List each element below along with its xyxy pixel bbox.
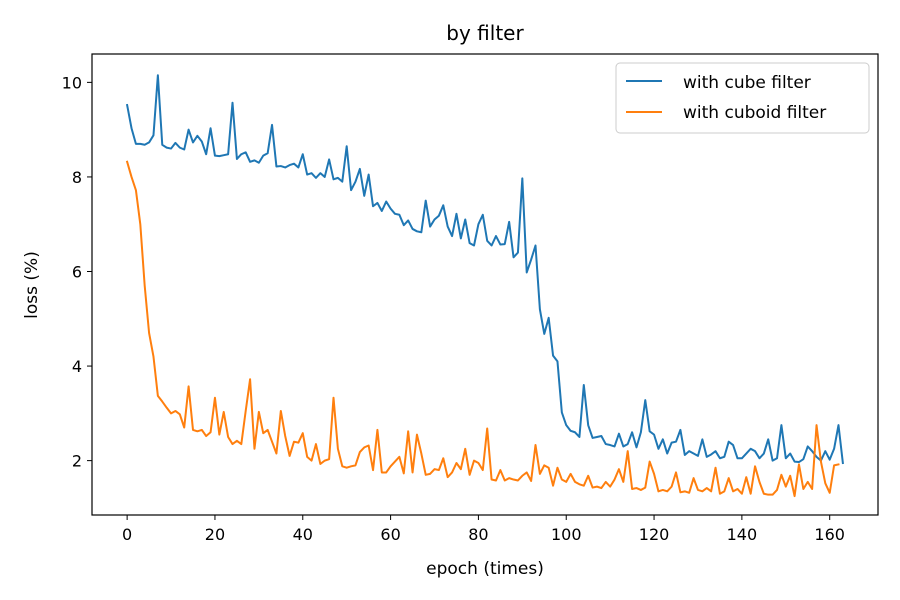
x-tick-label: 120 <box>639 525 670 544</box>
x-tick-label: 0 <box>122 525 132 544</box>
series-line-cuboid <box>125 160 840 498</box>
x-tick-label: 60 <box>380 525 400 544</box>
x-axis-label: epoch (times) <box>426 559 544 579</box>
x-axis: 0 20 40 60 80 100 120 140 160 <box>122 515 845 544</box>
series-line-cube <box>125 74 844 465</box>
y-tick-label: 2 <box>72 452 82 471</box>
y-axis: 2 4 6 8 10 <box>62 73 92 471</box>
legend: with cube filter with cuboid filter <box>615 62 870 134</box>
legend-label-cube: with cube filter <box>683 73 811 93</box>
series-layer <box>125 74 844 498</box>
x-tick-label: 20 <box>205 525 225 544</box>
legend-label-cuboid: with cuboid filter <box>683 103 826 123</box>
x-tick-label: 140 <box>727 525 758 544</box>
x-tick-label: 80 <box>468 525 488 544</box>
y-tick-label: 6 <box>72 262 82 281</box>
y-tick-label: 10 <box>62 73 82 92</box>
legend-box <box>615 62 870 134</box>
y-tick-label: 8 <box>72 168 82 187</box>
y-tick-label: 4 <box>72 357 82 376</box>
chart-title: by filter <box>446 21 524 45</box>
x-tick-label: 40 <box>293 525 313 544</box>
x-tick-label: 160 <box>814 525 845 544</box>
plot-area-frame <box>91 53 879 516</box>
y-axis-label: loss (%) <box>22 251 42 319</box>
x-tick-label: 100 <box>551 525 582 544</box>
